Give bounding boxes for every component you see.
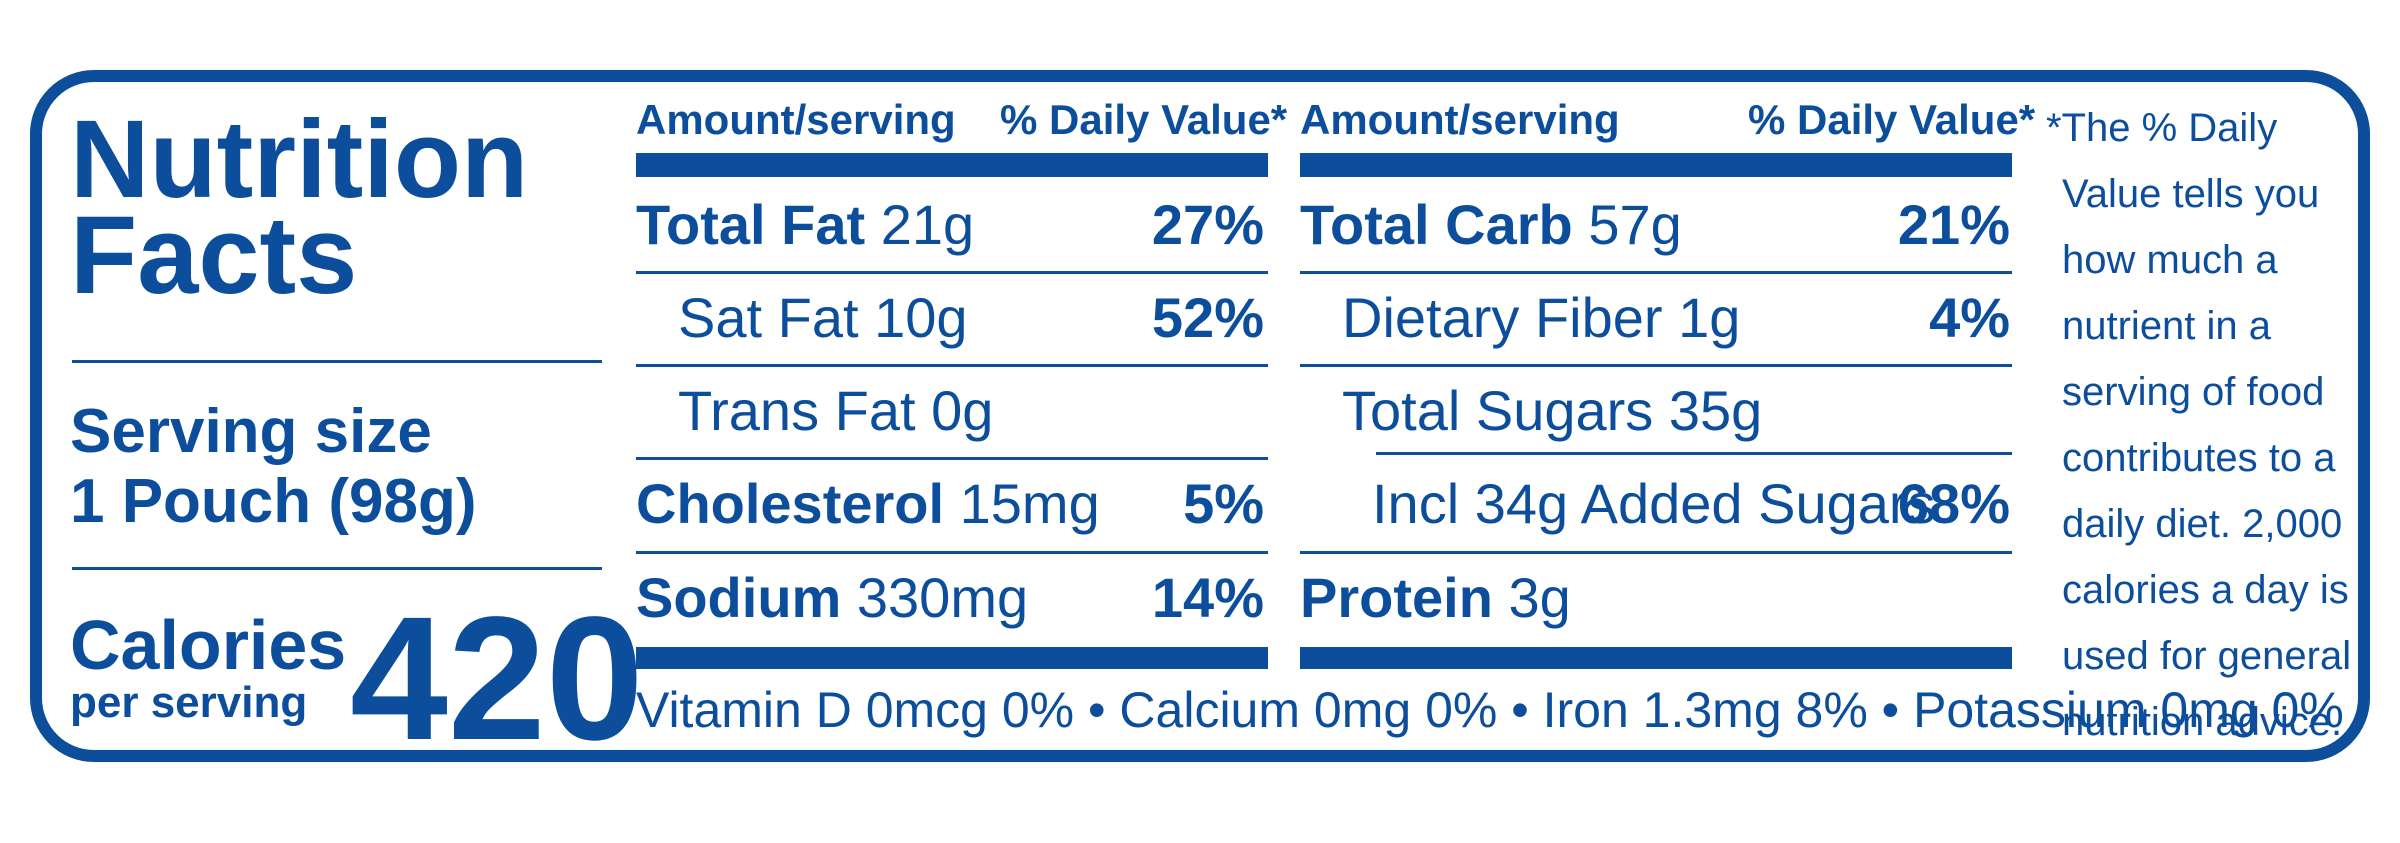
nutrient-protein: Protein 3g <box>1300 566 1571 629</box>
serving-size-value: 1 Pouch (98g) <box>70 467 477 536</box>
calories-per-serving: per serving <box>70 678 308 727</box>
row-divider <box>636 271 1268 274</box>
nutrition-facts-title: Nutrition Facts <box>70 98 529 317</box>
calories-value: 420 <box>350 581 644 777</box>
amount-serving-header: Amount/serving <box>1300 96 1620 143</box>
daily-value-footnote: *The % Daily Value tells you how much a … <box>2046 106 2352 744</box>
row-divider <box>636 457 1268 460</box>
nutrient-sodium-dv: 14% <box>1151 566 1264 629</box>
row-divider <box>1300 364 2012 367</box>
nutrient-trans-fat: Trans Fat 0g <box>678 379 994 442</box>
nutrient-sat-fat: Sat Fat 10g <box>678 286 968 349</box>
nutrient-sat-fat-dv: 52% <box>1151 286 1264 349</box>
nutrient-dietary-fiber-dv: 4% <box>1929 286 2010 349</box>
row-divider <box>1300 271 2012 274</box>
nutrient-total-sugars: Total Sugars 35g <box>1342 379 1763 442</box>
divider <box>72 567 602 570</box>
thick-bar <box>1300 647 2012 669</box>
row-divider <box>636 364 1268 367</box>
amount-serving-header: Amount/serving <box>636 96 956 143</box>
daily-value-header: % Daily Value* <box>1000 96 1288 143</box>
nutrient-total-carb: Total Carb 57g <box>1300 193 1682 256</box>
nutrient-cholesterol: Cholesterol 15mg <box>636 472 1100 535</box>
thick-bar <box>1300 153 2012 177</box>
row-divider <box>636 551 1268 554</box>
vitamins-minerals-line: Vitamin D 0mcg 0% • Calcium 0mg 0% • Iro… <box>636 682 2344 738</box>
nutrient-total-carb-dv: 21% <box>1897 193 2010 256</box>
divider <box>72 360 602 363</box>
nutrient-total-fat: Total Fat 21g <box>636 193 975 256</box>
nutrient-cholesterol-dv: 5% <box>1183 472 1264 535</box>
nutrient-total-fat-dv: 27% <box>1151 193 1264 256</box>
daily-value-header: % Daily Value* <box>1748 96 2036 143</box>
nutrition-facts-label <box>30 70 2370 762</box>
nutrient-added-sugars-dv: 68% <box>1897 472 2010 535</box>
thick-bar <box>636 153 1268 177</box>
serving-size-label: Serving size <box>70 397 432 466</box>
calories-label: Calories <box>70 606 347 684</box>
row-divider <box>1376 452 2012 455</box>
thick-bar <box>636 647 1268 669</box>
row-divider <box>1300 551 2012 554</box>
nutrient-dietary-fiber: Dietary Fiber 1g <box>1342 286 1741 349</box>
nutrient-sodium: Sodium 330mg <box>636 566 1029 629</box>
nutrient-added-sugars: Incl 34g Added Sugars <box>1372 472 1936 535</box>
